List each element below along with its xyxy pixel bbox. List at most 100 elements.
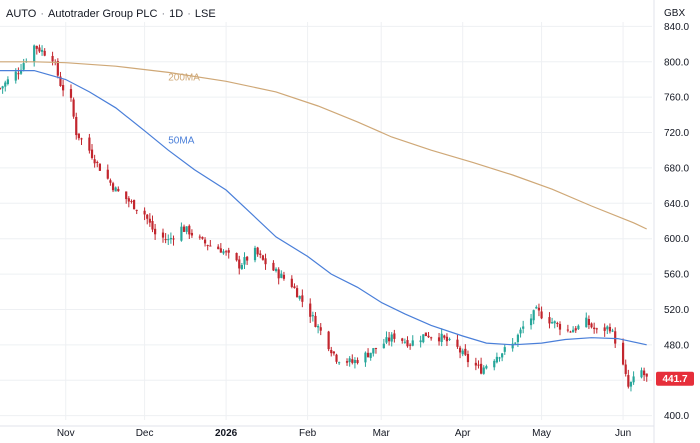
candle-body <box>335 354 338 362</box>
candle-body <box>519 329 522 334</box>
exchange-label: LSE <box>194 8 216 20</box>
candle-body <box>146 214 149 219</box>
candle-body <box>456 339 459 347</box>
candle-body <box>290 278 293 287</box>
y-tick-label: 520.0 <box>664 305 689 316</box>
candle-body <box>109 180 112 183</box>
candle-body <box>624 364 627 374</box>
candle-body <box>317 325 320 328</box>
candle-body <box>611 330 614 332</box>
candle-body <box>298 296 301 299</box>
candle-body <box>161 232 165 238</box>
candle-body <box>406 340 409 347</box>
candle-body <box>566 329 569 331</box>
candle-body <box>209 245 212 247</box>
symbol-label: AUTO <box>6 8 37 20</box>
candle-body <box>56 60 59 76</box>
candle-body <box>169 237 172 240</box>
candle-body <box>556 323 559 325</box>
candle-body <box>309 303 312 317</box>
candle-body <box>314 315 317 327</box>
candle-body <box>540 311 543 319</box>
candle-body <box>143 210 146 215</box>
candle-body <box>577 325 580 330</box>
x-tick-label: Jun <box>615 428 631 439</box>
candle-body <box>374 347 378 349</box>
candle-body <box>51 55 54 62</box>
candle-body <box>14 71 17 81</box>
candle-body <box>295 288 299 298</box>
separator-1: · <box>40 8 45 20</box>
separator-2: · <box>161 8 166 20</box>
y-tick-label: 400.0 <box>664 411 689 422</box>
x-tick-label: Feb <box>299 428 317 439</box>
candle-body <box>627 375 630 387</box>
candle-body <box>632 376 635 383</box>
candle-body <box>422 334 425 343</box>
candle-body <box>282 274 286 279</box>
y-tick-label: 600.0 <box>664 234 689 245</box>
candle-body <box>127 198 130 202</box>
candle-body <box>125 191 128 200</box>
candle-body <box>501 353 504 358</box>
candle-body <box>240 264 243 269</box>
company-name: Autotrader Group PLC <box>48 8 158 20</box>
candle-body <box>198 236 201 238</box>
candle-body <box>256 247 259 255</box>
candle-body <box>72 99 75 117</box>
candle-body <box>645 373 648 377</box>
ma-label-50: 50MA <box>168 136 194 147</box>
candle-body <box>464 348 467 355</box>
candle-body <box>461 350 464 355</box>
candle-body <box>227 250 230 253</box>
candle-body <box>19 69 23 74</box>
candle-body <box>558 323 562 330</box>
separator-3: · <box>187 8 191 20</box>
candle-body <box>90 149 94 158</box>
chart-title: AUTO · Autotrader Group PLC · 1D · LSE <box>6 8 216 20</box>
candle-body <box>369 352 372 358</box>
candle-body <box>43 50 46 56</box>
candle-body <box>593 327 596 330</box>
candle-body <box>259 253 262 255</box>
candle-body <box>364 352 367 363</box>
candle-body <box>640 370 643 378</box>
candle-body <box>238 259 241 269</box>
x-tick-label: Nov <box>57 428 75 439</box>
interval-label[interactable]: 1D <box>169 8 184 20</box>
ma-line-50ma <box>0 70 647 346</box>
candle-body <box>477 364 480 366</box>
candle-body <box>203 239 207 244</box>
candle-body <box>114 187 117 192</box>
candle-body <box>151 221 154 230</box>
y-tick-label: 760.0 <box>664 93 689 104</box>
candle-body <box>135 209 138 211</box>
candle-body <box>403 341 406 343</box>
candle-body <box>590 323 593 328</box>
candle-body <box>587 319 591 325</box>
last-price-label: 441.7 <box>662 374 687 385</box>
candle-body <box>243 257 246 265</box>
ma-label-200: 200MA <box>168 72 200 83</box>
candle-body <box>553 321 556 324</box>
candle-body <box>293 286 296 289</box>
candle-body <box>385 337 388 343</box>
candle-body <box>217 246 220 250</box>
candle-body <box>130 201 133 203</box>
candle-body <box>348 358 351 363</box>
candle-body <box>330 349 333 354</box>
y-tick-label: 640.0 <box>664 199 689 210</box>
candle-body <box>188 225 191 235</box>
candle-body <box>277 269 280 279</box>
candle-body <box>96 161 99 163</box>
candle-body <box>387 337 391 342</box>
candle-body <box>529 318 533 326</box>
candle-body <box>522 326 525 329</box>
candle-body <box>643 370 646 376</box>
candle-body <box>535 306 538 309</box>
candle-body <box>180 226 183 241</box>
candle-body <box>172 238 175 240</box>
candle-body <box>148 218 151 223</box>
y-tick-label: 480.0 <box>664 340 689 351</box>
